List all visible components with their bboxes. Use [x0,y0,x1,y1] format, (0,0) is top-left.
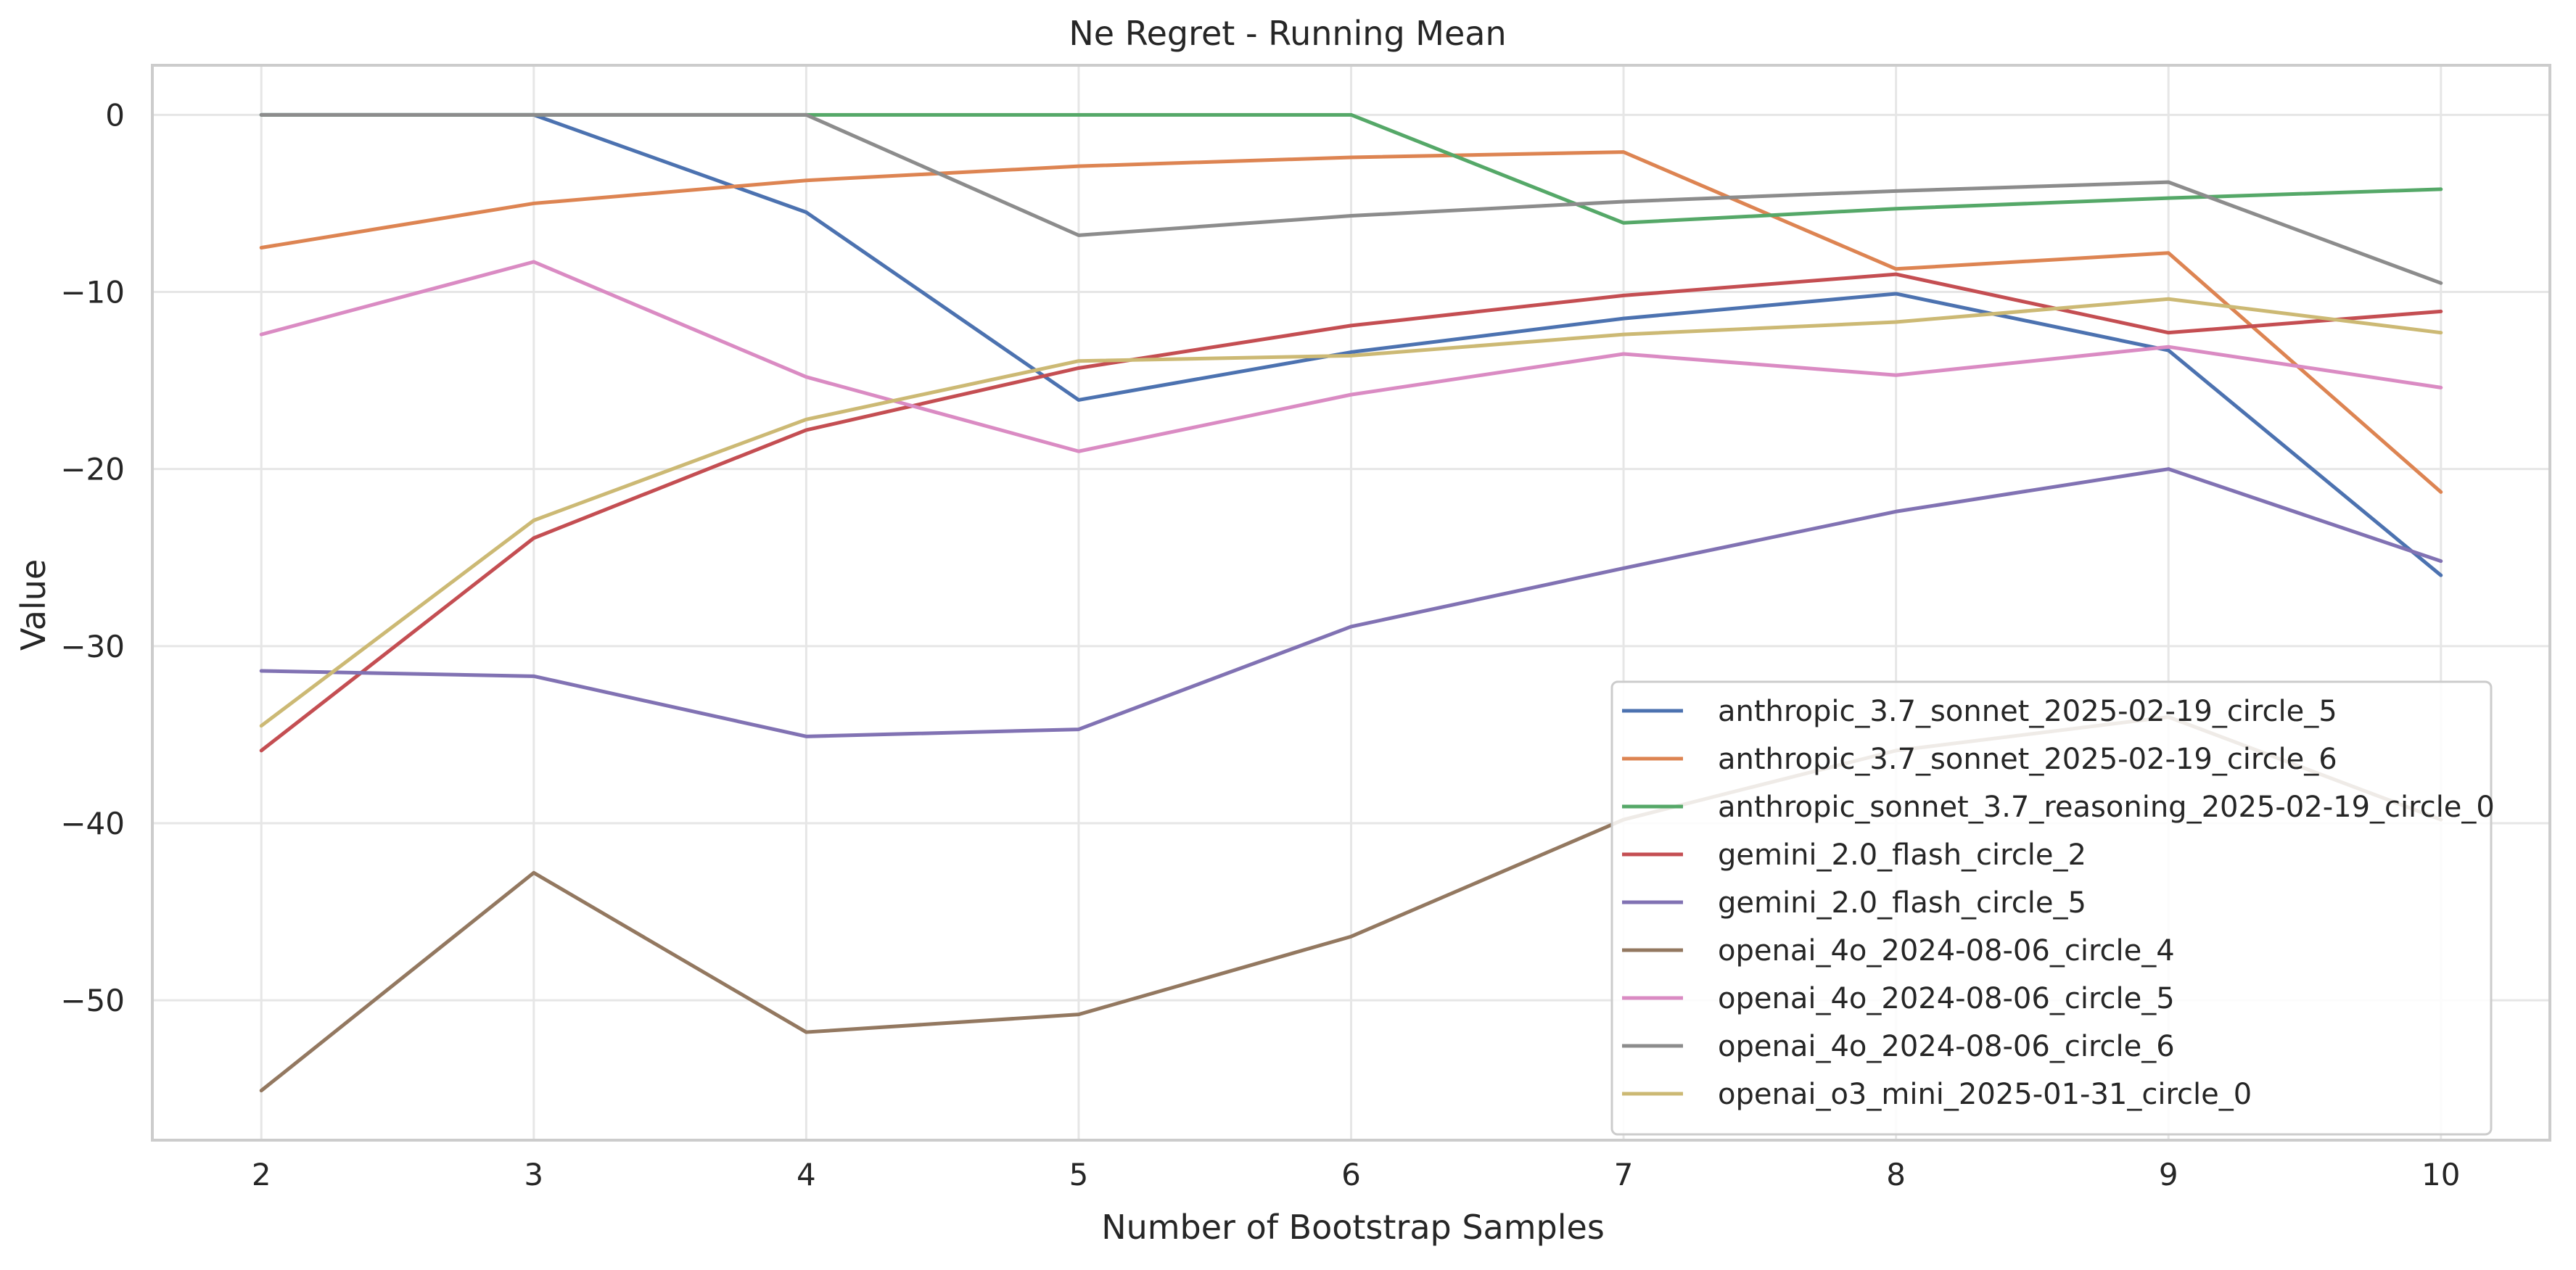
legend-label-0: anthropic_3.7_sonnet_2025-02-19_circle_5 [1718,695,2337,728]
legend-label-7: openai_4o_2024-08-06_circle_6 [1718,1030,2175,1063]
x-tick-label: 6 [1341,1157,1361,1192]
legend-box [1610,680,2493,1136]
plot-frame [151,64,2551,1142]
series-line-3 [259,272,2443,753]
x-tick-label: 3 [524,1157,543,1192]
series-line-8 [259,297,2443,728]
series-line-0 [259,112,2443,577]
legend-label-8: openai_o3_mini_2025-01-31_circle_0 [1718,1078,2252,1111]
y-axis-label: Value [14,559,53,651]
series-line-6 [259,260,2443,453]
series-line-1 [259,150,2443,494]
legend-label-5: openai_4o_2024-08-06_circle_4 [1718,934,2175,968]
y-axis: 0 −10 −20 −30 −40 −50 [60,97,125,1018]
x-tick-label: 8 [1886,1157,1906,1192]
x-tick-label: 9 [2159,1157,2178,1192]
y-tick-label: −10 [60,275,125,310]
x-tick-label: 7 [1614,1157,1634,1192]
legend-label-4: gemini_2.0_flash_circle_5 [1718,886,2086,920]
y-tick-label: −20 [60,452,125,487]
series-line-7 [259,112,2443,285]
chart-title: Ne Regret - Running Mean [1069,14,1506,53]
y-tick-label: −50 [60,983,125,1018]
x-axis-label: Number of Bootstrap Samples [1101,1208,1605,1247]
series-lines [259,112,2443,1093]
x-axis: 2 3 4 5 6 7 8 9 10 [252,1157,2461,1192]
x-tick-label: 2 [252,1157,271,1192]
series-line-4 [259,467,2443,738]
y-tick-label: −30 [60,629,125,664]
legend-label-2: anthropic_sonnet_3.7_reasoning_2025-02-1… [1718,791,2495,824]
legend-label-6: openai_4o_2024-08-06_circle_5 [1718,982,2175,1015]
y-tick-label: −40 [60,806,125,841]
x-tick-label: 10 [2421,1157,2460,1192]
x-tick-label: 5 [1069,1157,1089,1192]
x-tick-label: 4 [797,1157,816,1192]
y-tick-label: 0 [105,97,125,133]
legend-label-1: anthropic_3.7_sonnet_2025-02-19_circle_6 [1718,743,2337,776]
legend-label-3: gemini_2.0_flash_circle_2 [1718,838,2086,872]
legend: anthropic_3.7_sonnet_2025-02-19_circle_5… [1610,680,2495,1136]
